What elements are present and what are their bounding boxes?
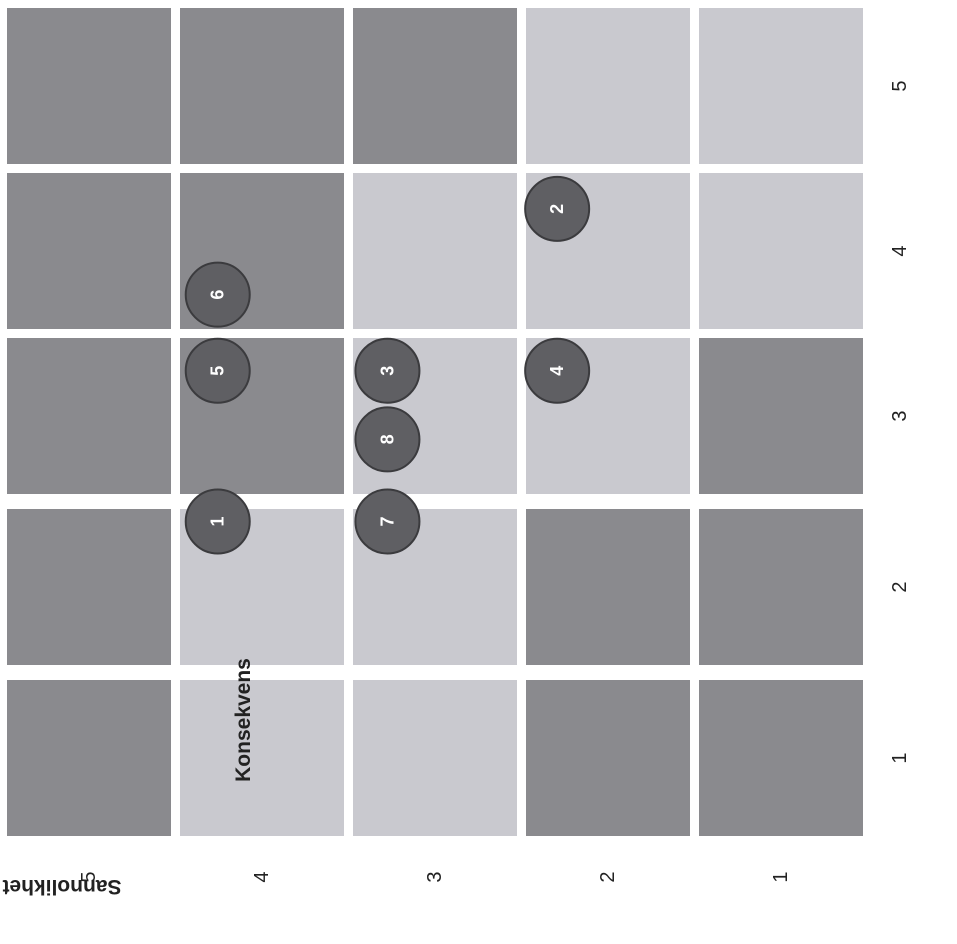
x-axis-label: Konsekvens [232,658,255,782]
sannolikhet-tick-labels: 1 2 3 4 5 [78,871,792,882]
risk-cell-k2-s5 [7,509,171,665]
risk-marker-circle [354,488,421,555]
risk-marker-circle [524,175,591,242]
risk-marker-number: 7 [377,516,397,526]
risk-marker-2: 2 [524,175,591,242]
risk-marker-number: 3 [377,366,397,376]
risk-cell-k1-s1 [699,680,863,836]
risk-marker-5: 5 [184,337,251,404]
risk-marker-number: 4 [547,366,567,376]
risk-marker-circle [184,261,251,328]
risk-marker-number: 8 [377,434,397,444]
risk-marker-7: 7 [354,488,421,555]
risk-cell-k2-s1 [699,509,863,665]
risk-cell-k5-s4 [180,8,344,164]
risk-cell-k5-s1 [699,8,863,164]
risk-marker-6: 6 [184,261,251,328]
risk-marker-circle [354,337,421,404]
risk-marker-number: 1 [208,516,228,526]
risk-marker-number: 5 [208,366,228,376]
risk-cell-k2-s2 [526,509,690,665]
risk-marker-circle [354,406,421,473]
risk-cell-k3-s5 [7,338,171,494]
risk-cell-k1-s2 [526,680,690,836]
risk-cell-k5-s2 [526,8,690,164]
sannolikhet-tick-2: 2 [597,871,619,882]
risk-cell-k1-s3 [353,680,517,836]
sannolikhet-tick-5: 5 [78,871,100,882]
risk-marker-number: 2 [547,204,567,214]
risk-marker-circle [184,488,251,555]
risk-marker-8: 8 [354,406,421,473]
risk-cell-k5-s3 [353,8,517,164]
konsekvens-tick-labels: 1 2 3 4 5 [889,80,911,763]
risk-marker-3: 3 [354,337,421,404]
risk-cell-k5-s5 [7,8,171,164]
risk-cell-k3-s1 [699,338,863,494]
konsekvens-tick-3: 3 [889,410,911,421]
sannolikhet-tick-4: 4 [251,871,273,882]
konsekvens-tick-1: 1 [889,752,911,763]
risk-markers: 1 2 3 4 5 6 7 8 [184,175,591,555]
risk-cell-k1-s4 [180,680,344,836]
y-axis-label: Sannolikhet [2,875,121,898]
konsekvens-tick-2: 2 [889,581,911,592]
konsekvens-tick-5: 5 [889,80,911,91]
risk-cell-k4-s1 [699,173,863,329]
sannolikhet-tick-1: 1 [770,871,792,882]
risk-cell-k4-s5 [7,173,171,329]
konsekvens-tick-4: 4 [889,245,911,256]
matrix-cells [7,8,863,836]
risk-marker-4: 4 [524,337,591,404]
risk-cell-k1-s5 [7,680,171,836]
risk-cell-k4-s3 [353,173,517,329]
risk-marker-circle [184,337,251,404]
sannolikhet-tick-3: 3 [424,871,446,882]
risk-marker-1: 1 [184,488,251,555]
risk-marker-number: 6 [208,290,228,300]
risk-marker-circle [524,337,591,404]
